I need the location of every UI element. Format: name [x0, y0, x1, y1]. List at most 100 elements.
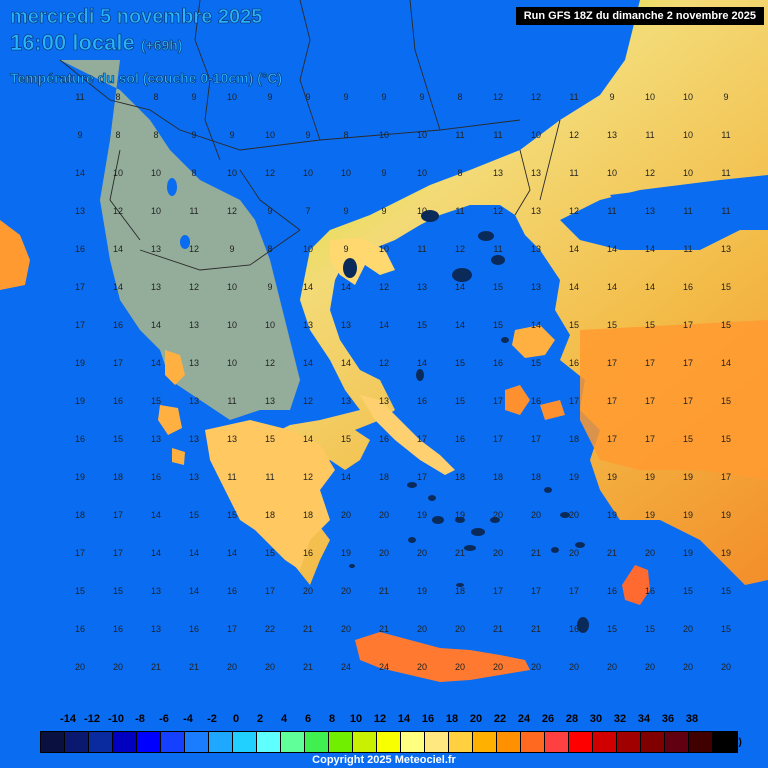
temperature-value: 9 [267, 92, 272, 102]
temperature-value: 11 [683, 244, 692, 254]
temperature-value: 17 [645, 396, 655, 406]
temperature-value: 19 [645, 510, 655, 520]
temperature-value: 12 [265, 358, 275, 368]
temperature-value: 10 [265, 320, 275, 330]
temperature-value: 9 [267, 282, 272, 292]
temperature-value: 19 [341, 548, 351, 558]
temperature-value: 21 [493, 624, 503, 634]
temperature-value: 14 [607, 244, 617, 254]
temperature-value: 13 [189, 434, 199, 444]
temperature-value: 13 [645, 206, 655, 216]
temperature-value: 9 [609, 92, 614, 102]
temperature-value: 10 [227, 92, 237, 102]
legend-swatch [497, 732, 521, 752]
legend-swatch [89, 732, 113, 752]
temperature-value: 16 [75, 624, 85, 634]
temperature-value: 13 [303, 320, 313, 330]
temperature-value: 15 [455, 396, 465, 406]
temperature-value: 15 [721, 586, 731, 596]
temperature-value: 10 [683, 92, 693, 102]
temperature-value: 11 [721, 206, 730, 216]
thassos [421, 210, 439, 222]
legend-swatch [329, 732, 353, 752]
temperature-value: 17 [683, 320, 693, 330]
legend-label: -12 [84, 713, 100, 725]
temperature-value: 15 [189, 510, 199, 520]
kefalonia [158, 405, 182, 435]
temperature-value: 8 [115, 92, 120, 102]
temperature-value: 15 [531, 358, 541, 368]
temperature-value: 15 [569, 320, 579, 330]
temperature-value: 16 [75, 434, 85, 444]
temperature-value: 13 [151, 244, 161, 254]
lesbos [512, 325, 555, 358]
legend-label: -14 [60, 713, 76, 725]
temperature-value: 13 [151, 624, 161, 634]
temperature-value: 11 [417, 244, 426, 254]
temperature-value: 10 [683, 168, 693, 178]
legend-label: 26 [541, 713, 555, 725]
temperature-value: 18 [265, 510, 275, 520]
temperature-value: 17 [607, 434, 617, 444]
legend-swatch [449, 732, 473, 752]
temperature-value: 19 [721, 548, 731, 558]
corfu [165, 350, 185, 385]
temperature-value: 8 [153, 92, 158, 102]
temperature-value: 13 [417, 282, 427, 292]
temperature-value: 18 [455, 472, 465, 482]
temperature-value: 16 [531, 396, 541, 406]
time-label: 16:00 locale [10, 30, 135, 56]
temperature-value: 20 [379, 548, 389, 558]
temperature-value: 17 [227, 624, 237, 634]
temperature-value: 17 [645, 358, 655, 368]
zakynthos [172, 448, 185, 465]
temperature-value: 12 [569, 130, 579, 140]
legend-label: 24 [517, 713, 531, 725]
temperature-value: 9 [343, 206, 348, 216]
legend-swatch [185, 732, 209, 752]
temperature-value: 9 [381, 206, 386, 216]
temperature-value: 13 [341, 320, 351, 330]
temperature-value: 20 [341, 586, 351, 596]
temperature-value: 20 [303, 586, 313, 596]
temperature-value: 19 [683, 548, 693, 558]
peloponnese [205, 420, 335, 570]
lead-time: (+69h) [140, 37, 183, 54]
temperature-value: 10 [607, 168, 617, 178]
temperature-value: 14 [569, 282, 579, 292]
temperature-value: 11 [607, 206, 616, 216]
temperature-value: 16 [189, 624, 199, 634]
temperature-value: 10 [265, 130, 275, 140]
temperature-value: 17 [113, 510, 123, 520]
temperature-value: 9 [191, 92, 196, 102]
country-borders [59, 0, 561, 271]
temperature-value: 21 [531, 624, 541, 634]
legend-swatch [617, 732, 641, 752]
temperature-value: 15 [227, 510, 237, 520]
legend-swatch [713, 732, 737, 752]
temperature-value: 10 [341, 168, 351, 178]
temperature-value: 17 [569, 586, 579, 596]
limnos [452, 268, 472, 282]
temperature-value: 19 [683, 510, 693, 520]
temperature-value: 11 [569, 92, 578, 102]
temperature-value: 13 [721, 244, 731, 254]
temperature-value: 16 [493, 358, 503, 368]
temperature-value: 15 [113, 434, 123, 444]
legend-label: 28 [565, 713, 579, 725]
temperature-value: 16 [607, 586, 617, 596]
temperature-value: 14 [379, 320, 389, 330]
temperature-value: 12 [493, 206, 503, 216]
temperature-value: 17 [645, 434, 655, 444]
temperature-value: 16 [113, 396, 123, 406]
legend-swatch [425, 732, 449, 752]
temperature-value: 8 [457, 92, 462, 102]
temperature-value: 11 [227, 396, 236, 406]
temperature-value: 20 [683, 662, 693, 672]
temperature-value: 11 [721, 130, 730, 140]
legend-label: 38 [685, 713, 699, 725]
temperature-value: 8 [343, 130, 348, 140]
temperature-value: 8 [457, 168, 462, 178]
temperature-value: 17 [75, 548, 85, 558]
temperature-value: 17 [531, 434, 541, 444]
